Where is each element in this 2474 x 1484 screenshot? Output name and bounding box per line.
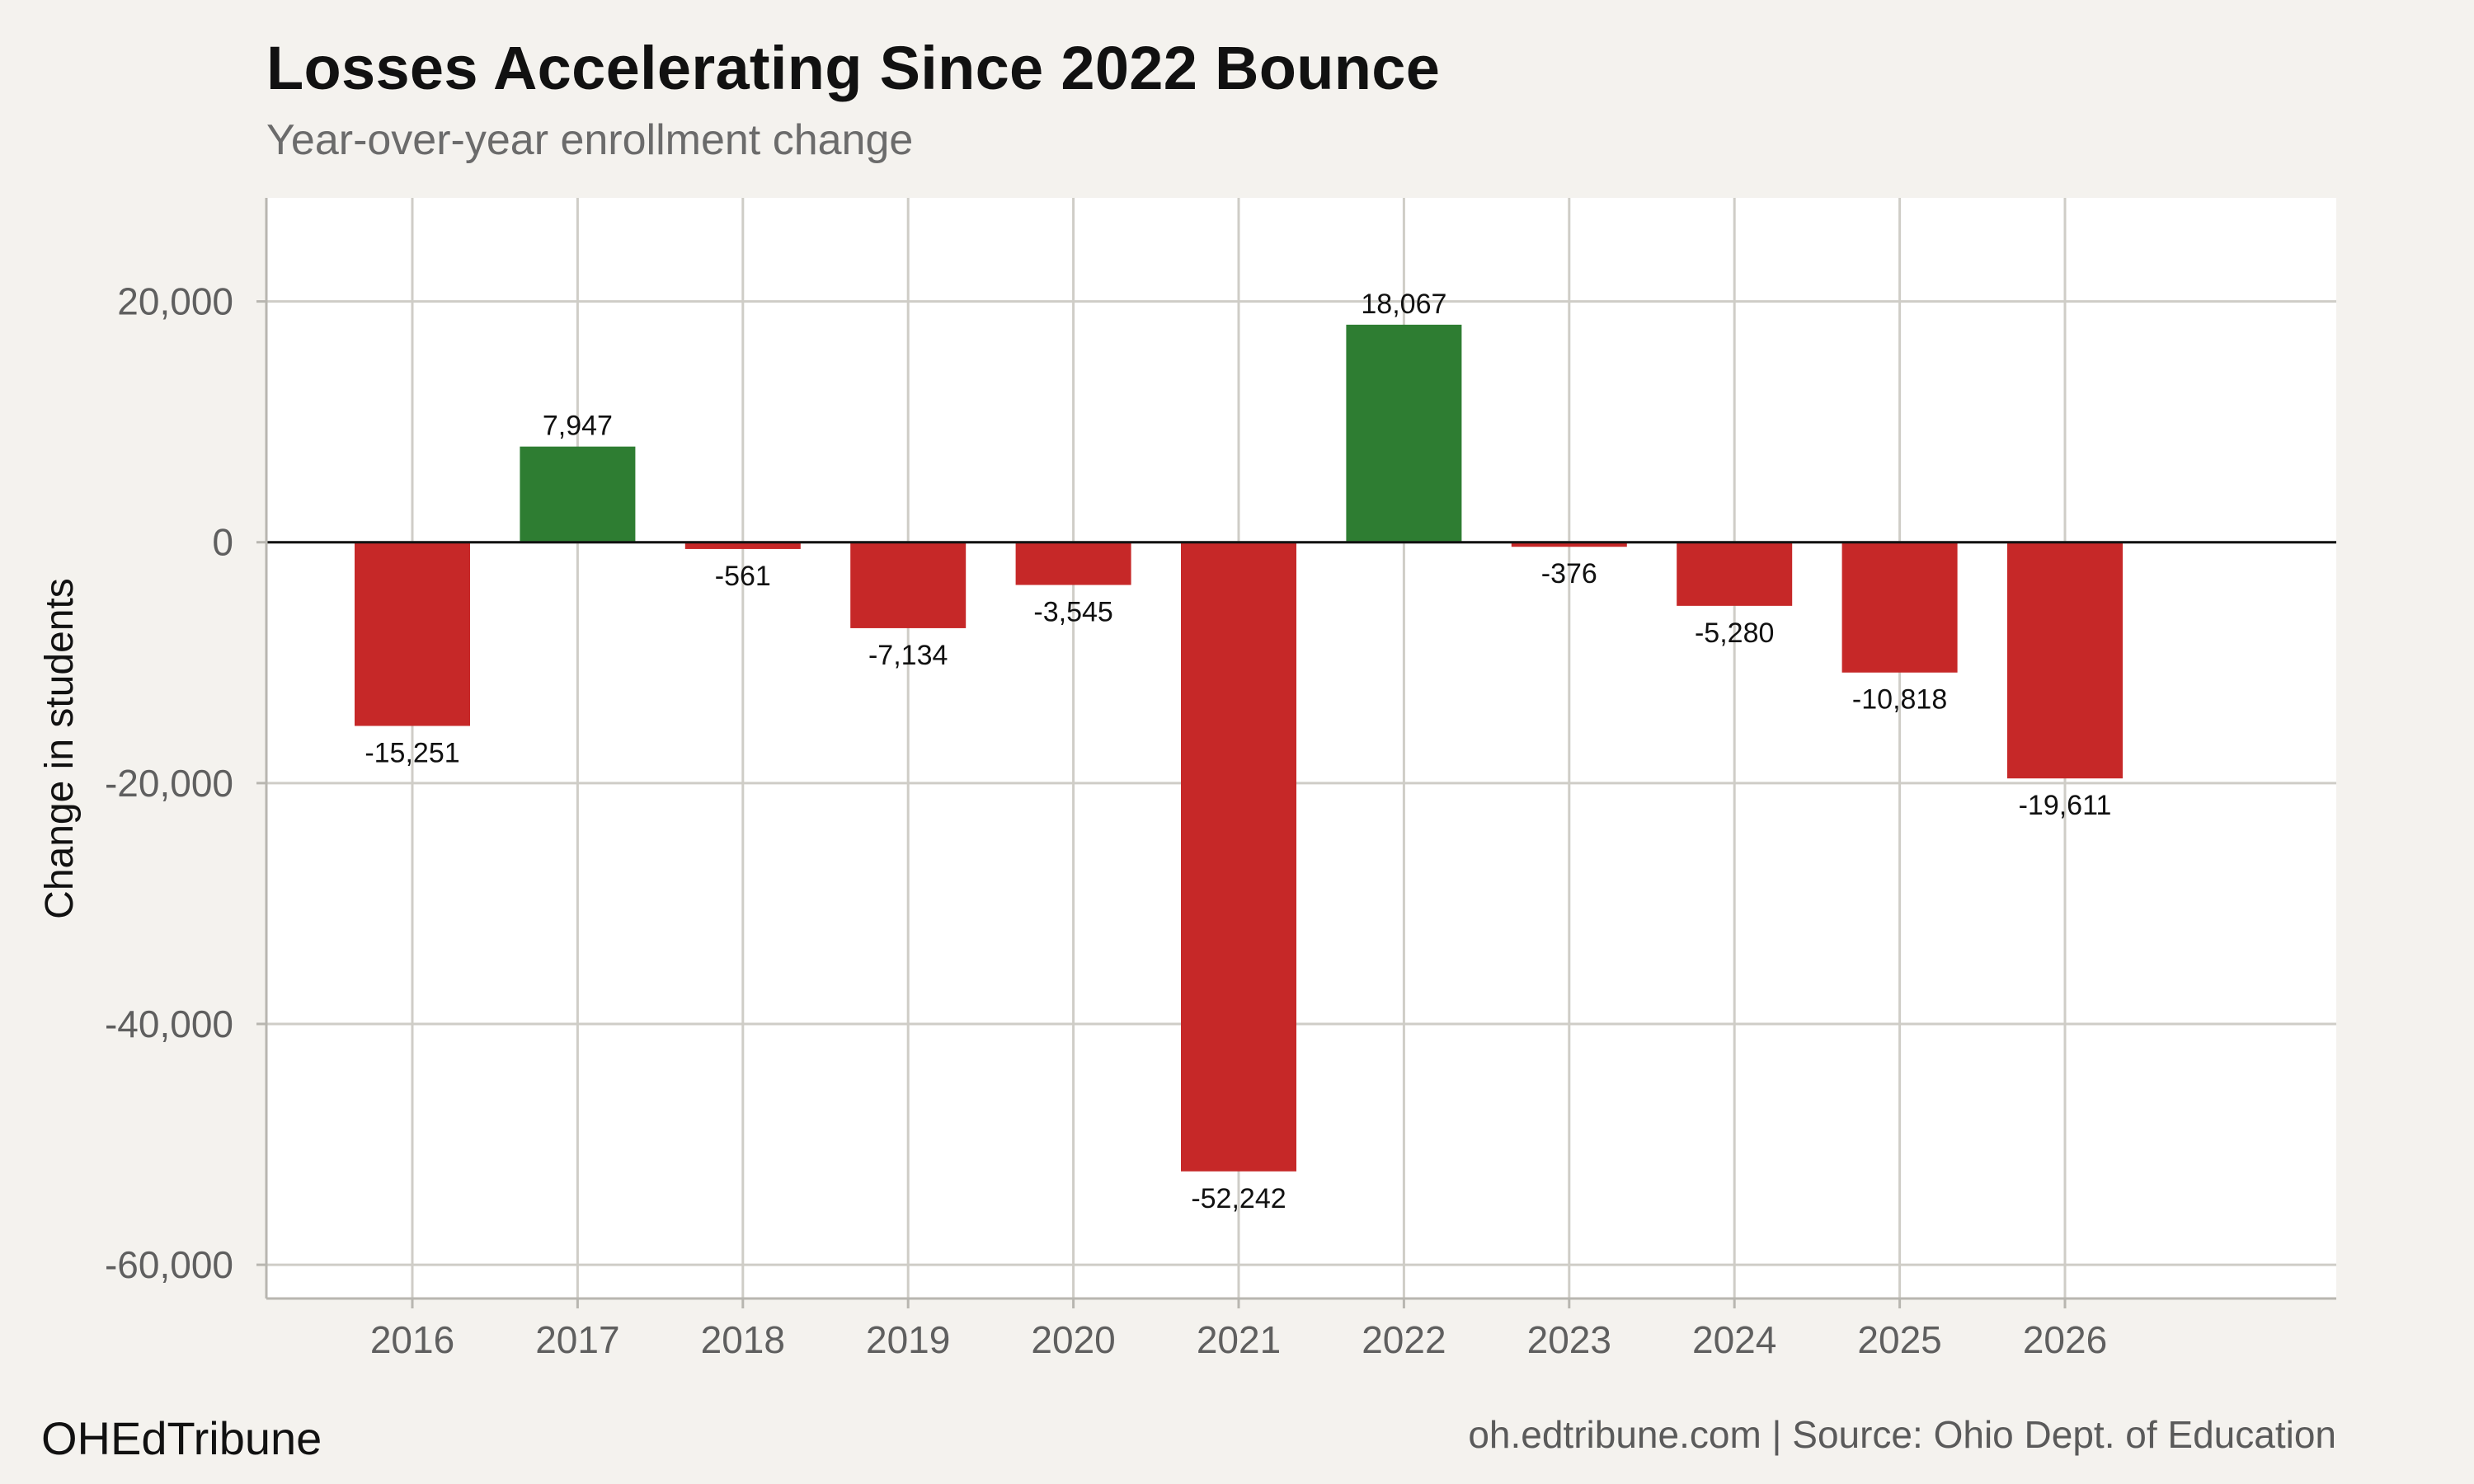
x-tick-label: 2026 [2023, 1318, 2107, 1361]
bars [355, 324, 2123, 1172]
data-label: -5,280 [1695, 618, 1774, 649]
data-label: -19,611 [2019, 790, 2112, 821]
bar-2020 [1015, 542, 1131, 585]
data-label: -376 [1541, 558, 1597, 589]
x-tick-label: 2016 [370, 1318, 454, 1361]
data-label: -15,251 [365, 737, 459, 768]
bar-2019 [850, 542, 967, 628]
x-tick-label: 2018 [701, 1318, 785, 1361]
x-tick-label: 2025 [1857, 1318, 1941, 1361]
x-tick-label: 2023 [1527, 1318, 1611, 1361]
bar-2026 [2007, 542, 2123, 779]
bar-2025 [1841, 542, 1958, 673]
chart-subtitle: Year-over-year enrollment change [266, 116, 914, 164]
source-credit: oh.edtribune.com | Source: Ohio Dept. of… [1468, 1413, 2336, 1456]
bar-2016 [355, 542, 470, 726]
data-label: -561 [715, 561, 771, 592]
y-tick-label: 20,000 [117, 280, 233, 323]
plot-panel [266, 198, 2336, 1298]
bar-2021 [1181, 542, 1296, 1172]
data-label: -3,545 [1033, 597, 1112, 628]
bar-2023 [1511, 542, 1627, 547]
y-axis-title: Change in students [38, 578, 82, 919]
y-tick-label: -20,000 [105, 762, 233, 805]
bar-2022 [1346, 324, 1462, 542]
bar-2024 [1677, 542, 1793, 606]
x-tick-label: 2022 [1362, 1318, 1446, 1361]
x-axis-ticks: 2016 2017 2018 2019 2020 2021 2022 2023 2024 2025… [370, 1298, 2107, 1361]
x-tick-label: 2020 [1031, 1318, 1115, 1361]
chart-title: Losses Accelerating Since 2022 Bounce [266, 34, 1441, 102]
data-labels: -15,251 7,947 -561 -7,134 -3,545 -52,242 18,06… [365, 289, 2111, 1214]
x-tick-label: 2019 [866, 1318, 950, 1361]
y-axis-ticks: 20,000 0 -20,000 -40,000 -60,000 [105, 280, 266, 1286]
data-label: 7,947 [543, 411, 613, 442]
data-label: 18,067 [1361, 289, 1446, 320]
x-tick-label: 2021 [1197, 1318, 1281, 1361]
y-tick-label: -60,000 [105, 1243, 233, 1286]
y-tick-label: -40,000 [105, 1003, 233, 1045]
brand-logo-text: OHEdTribune [41, 1412, 322, 1464]
data-label: -52,242 [1191, 1183, 1286, 1214]
bar-2018 [684, 542, 801, 549]
y-tick-label: 0 [212, 521, 233, 564]
data-label: -10,818 [1852, 684, 1947, 716]
x-tick-label: 2024 [1692, 1318, 1776, 1361]
bar-2017 [520, 446, 636, 542]
data-label: -7,134 [868, 640, 948, 671]
x-tick-label: 2017 [535, 1318, 619, 1361]
